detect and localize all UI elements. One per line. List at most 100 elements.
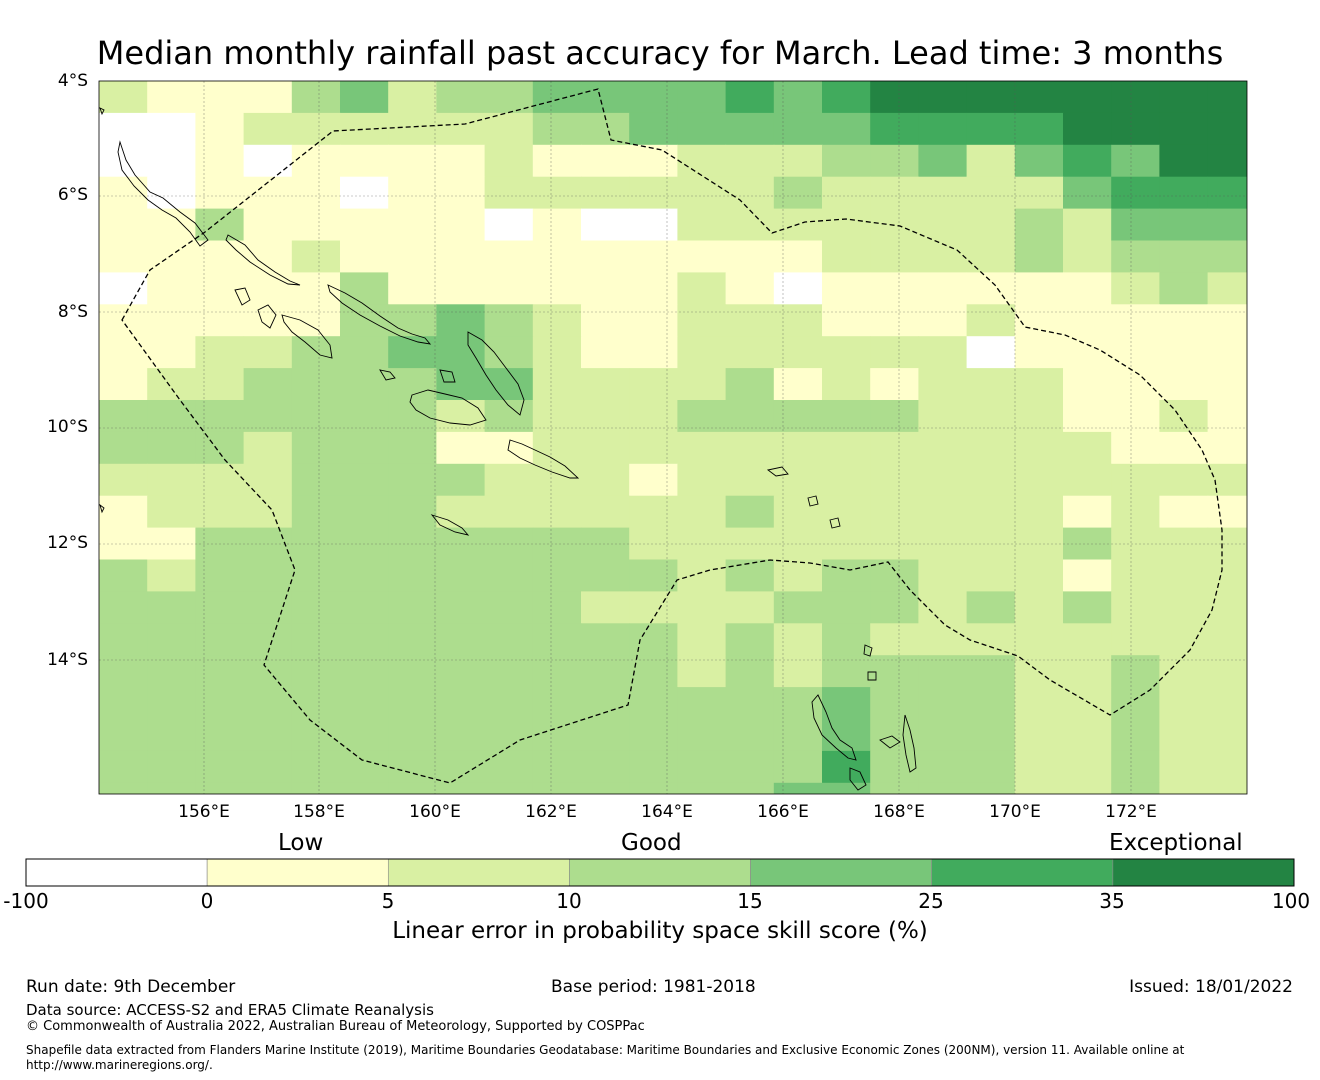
skill-cell [725, 527, 775, 560]
skill-cell [243, 463, 293, 497]
skill-cell [629, 591, 678, 624]
skill-cell [195, 591, 245, 624]
skill-cell [195, 750, 245, 784]
skill-cell [918, 272, 968, 305]
skill-cell [99, 623, 148, 656]
skill-cell [195, 112, 245, 146]
skill-cell [773, 112, 823, 146]
skill-cell [99, 750, 148, 784]
skill-cell [725, 81, 775, 114]
skill-cell [436, 431, 486, 465]
colorbar-frame [25, 858, 1295, 887]
skill-cell [725, 623, 775, 656]
skill-cell [1063, 687, 1112, 720]
skill-cell [629, 272, 678, 305]
skill-cell [966, 81, 1016, 114]
skill-cell [195, 304, 245, 337]
skill-cell [677, 81, 727, 114]
skill-cell [822, 591, 871, 624]
colorbar-tick: 25 [918, 889, 944, 913]
skill-cell [1207, 368, 1247, 401]
skill-cell [388, 208, 437, 241]
skill-cell [340, 782, 389, 794]
skill-cell [1063, 750, 1112, 784]
skill-cell [147, 272, 196, 305]
skill-cell [629, 750, 678, 784]
skill-cell [243, 240, 293, 273]
skill-cell [918, 368, 968, 401]
skill-cell [340, 176, 389, 210]
skill-cell [147, 368, 196, 401]
skill-cell [195, 208, 245, 241]
skill-cell [1111, 719, 1160, 752]
skill-cell [436, 655, 486, 688]
skill-cell [822, 495, 871, 529]
eez-boundary [121, 88, 1223, 784]
skill-cell [1159, 176, 1209, 210]
skill-cell [966, 591, 1016, 624]
skill-cell [966, 368, 1016, 401]
skill-cell [822, 144, 871, 178]
skill-cell [870, 591, 919, 624]
skill-cell [1207, 336, 1247, 369]
skill-cell [918, 655, 968, 688]
skill-cell [870, 272, 919, 305]
skill-cell [677, 304, 727, 337]
skill-cell [243, 112, 293, 146]
skill-cell [147, 495, 196, 529]
skill-cell [484, 623, 534, 656]
skill-cell [147, 431, 196, 465]
skill-cell [147, 240, 196, 273]
skill-cell [243, 495, 293, 529]
skill-cell [291, 559, 341, 592]
skill-cell [243, 750, 293, 784]
skill-cell [870, 463, 919, 497]
skill-cell [291, 176, 341, 210]
skill-cell [532, 400, 582, 433]
skill-cell [532, 176, 582, 210]
skill-cell [870, 687, 919, 720]
skill-cell [966, 208, 1016, 241]
skill-cell [677, 272, 727, 305]
skill-cell [918, 559, 968, 592]
skill-cell [436, 463, 486, 497]
skill-cell [195, 144, 245, 178]
skill-cell [340, 463, 389, 497]
skill-cell [1063, 782, 1112, 794]
skill-cell [581, 240, 630, 273]
skill-cell [1063, 431, 1112, 465]
skill-cell [581, 431, 630, 465]
skill-cell [532, 304, 582, 337]
skill-cell [581, 623, 630, 656]
skill-cell [725, 400, 775, 433]
run-date: Run date: 9th December [26, 977, 236, 997]
skill-cell [388, 591, 437, 624]
skill-cell [532, 112, 582, 146]
skill-cell [532, 623, 582, 656]
skill-cell [99, 495, 148, 529]
skill-cell [147, 400, 196, 433]
skill-cell [532, 272, 582, 305]
skill-cell [436, 782, 486, 794]
skill-cell [629, 144, 678, 178]
colorbar-segment [206, 858, 389, 887]
skill-cell [1014, 368, 1064, 401]
skill-cell [1063, 400, 1112, 433]
skill-cell [677, 655, 727, 688]
skill-cell [195, 655, 245, 688]
skill-cell [388, 719, 437, 752]
colorbar-tick: 0 [200, 889, 214, 913]
skill-cell [243, 208, 293, 241]
skill-cell [870, 81, 919, 114]
skill-cell [773, 719, 823, 752]
skill-cell [1207, 559, 1247, 592]
skill-cell [99, 782, 148, 794]
skill-cell [581, 400, 630, 433]
skill-cell [436, 495, 486, 529]
skill-cell [388, 750, 437, 784]
skill-cell [677, 750, 727, 784]
skill-cell [773, 559, 823, 592]
skill-cell [581, 336, 630, 369]
skill-cell [99, 112, 148, 146]
skill-cell [436, 240, 486, 273]
